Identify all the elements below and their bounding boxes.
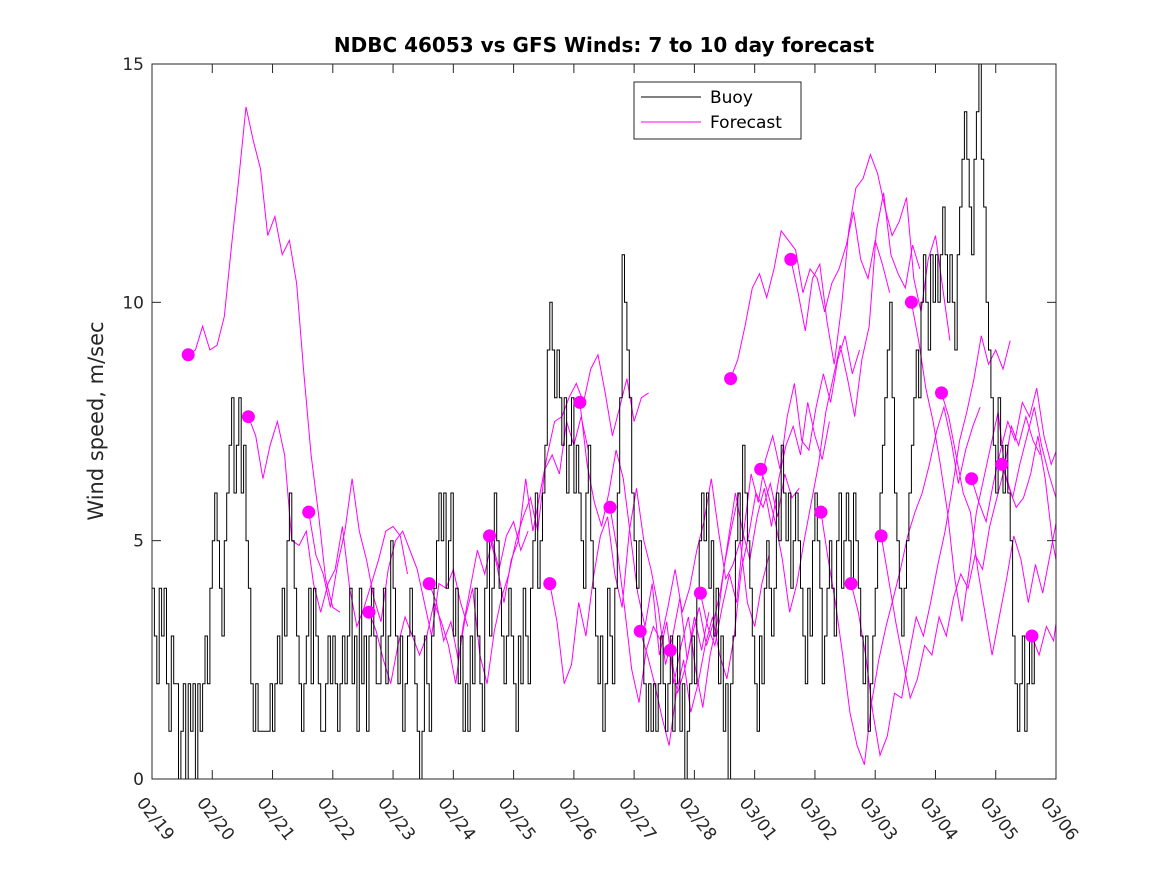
legend-box [633, 81, 802, 140]
forecast-line-21 [1001, 435, 1056, 563]
forecast-start-marker-15 [814, 505, 828, 519]
plot-area [152, 64, 1056, 779]
forecast-line-1 [247, 416, 408, 629]
forecast-line-12 [730, 211, 891, 379]
forecast-start-marker-17 [874, 529, 888, 543]
forecast-line-15 [820, 405, 981, 765]
forecast-line-13 [760, 192, 921, 613]
forecast-line-16 [850, 335, 1011, 758]
forecast-start-marker-8 [603, 500, 617, 514]
y-tick-label-3: 15 [122, 55, 144, 75]
forecast-line-0 [187, 106, 341, 613]
legend-label-1: Forecast [710, 113, 782, 133]
forecast-start-marker-2 [302, 505, 316, 519]
chart-title: NDBC 46053 vs GFS Winds: 7 to 10 day for… [334, 33, 875, 57]
forecast-start-marker-11 [693, 586, 707, 600]
forecast-line-2 [308, 478, 469, 637]
forecast-start-marker-18 [904, 295, 918, 309]
forecast-start-marker-7 [573, 395, 587, 409]
forecast-line-19 [941, 392, 1056, 656]
axes-box [151, 63, 1057, 780]
forecast-start-marker-9 [633, 624, 647, 638]
forecast-line-17 [880, 414, 1041, 700]
forecast-line-9 [639, 473, 800, 746]
forecast-start-marker-22 [1025, 629, 1039, 643]
forecast-start-marker-13 [754, 462, 768, 476]
forecast-start-marker-0 [181, 348, 195, 362]
y-axis-label: Wind speed, m/sec [84, 321, 108, 520]
forecast-line-18 [910, 302, 1056, 622]
forecast-line-8 [609, 478, 770, 703]
buoy-series [152, 63, 1037, 779]
legend-label-0: Buoy [710, 88, 753, 108]
y-tick-label-0: 0 [133, 770, 144, 790]
forecast-start-marker-6 [543, 577, 557, 591]
forecast-start-marker-21 [995, 457, 1009, 471]
forecast-line-11 [699, 335, 860, 648]
y-tick-label-1: 5 [133, 532, 144, 552]
forecast-start-marker-14 [784, 252, 798, 266]
forecast-start-marker-5 [483, 529, 496, 543]
legend: Buoy Forecast [633, 81, 802, 140]
forecast-start-marker-10 [663, 643, 677, 657]
forecast-start-marker-20 [965, 472, 979, 486]
forecast-start-marker-19 [935, 386, 948, 400]
y-tick-label-2: 10 [122, 293, 144, 313]
forecast-start-marker-1 [241, 410, 255, 424]
forecast-line-3 [368, 520, 529, 684]
forecast-start-marker-4 [422, 577, 436, 591]
forecast-start-marker-16 [844, 577, 858, 591]
buoy-line [152, 63, 1037, 779]
forecast-start-marker-12 [724, 372, 738, 386]
forecast-start-marker-3 [362, 605, 376, 619]
forecast-line-6 [549, 488, 710, 684]
